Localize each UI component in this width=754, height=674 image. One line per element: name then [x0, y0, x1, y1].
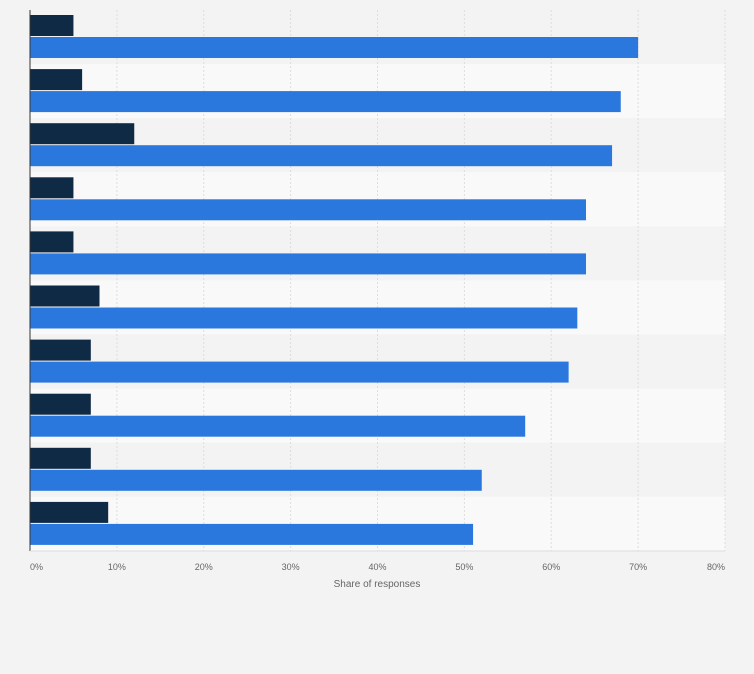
bar-blue	[30, 415, 526, 437]
axis	[29, 10, 725, 552]
bar-dark	[30, 501, 109, 523]
x-tick-label: 60%	[542, 562, 560, 572]
bar-blue	[30, 91, 621, 113]
x-tick-label: 0%	[30, 562, 43, 572]
x-tick-label: 20%	[195, 562, 213, 572]
x-tick-labels: 0% 10% 20% 30% 40% 50% 60% 70% 80%	[30, 562, 725, 572]
x-tick-label: 10%	[108, 562, 126, 572]
bar-dark	[30, 15, 74, 36]
bar-dark	[30, 69, 83, 91]
bar-dark	[30, 339, 91, 361]
bar-dark	[30, 393, 91, 415]
bar-blue	[30, 253, 586, 275]
bar-blue	[30, 199, 586, 221]
x-axis-label: Share of responses	[334, 579, 421, 590]
x-tick-label: 30%	[282, 562, 300, 572]
x-tick-label: 40%	[368, 562, 386, 572]
bar-blue	[30, 469, 482, 491]
bar-blue	[30, 307, 578, 329]
x-tick-label: 50%	[455, 562, 473, 572]
bar-blue	[30, 145, 613, 167]
bar-dark	[30, 231, 74, 253]
x-tick-label: 80%	[707, 562, 725, 572]
x-tick-label: 70%	[629, 562, 647, 572]
bar-blue	[30, 37, 639, 58]
bar-blue	[30, 523, 474, 545]
bar-dark	[30, 177, 74, 199]
bar-dark	[30, 285, 100, 307]
bar-dark	[30, 447, 91, 469]
bar-dark	[30, 123, 135, 145]
bar-blue	[30, 361, 569, 383]
bars	[30, 15, 639, 545]
